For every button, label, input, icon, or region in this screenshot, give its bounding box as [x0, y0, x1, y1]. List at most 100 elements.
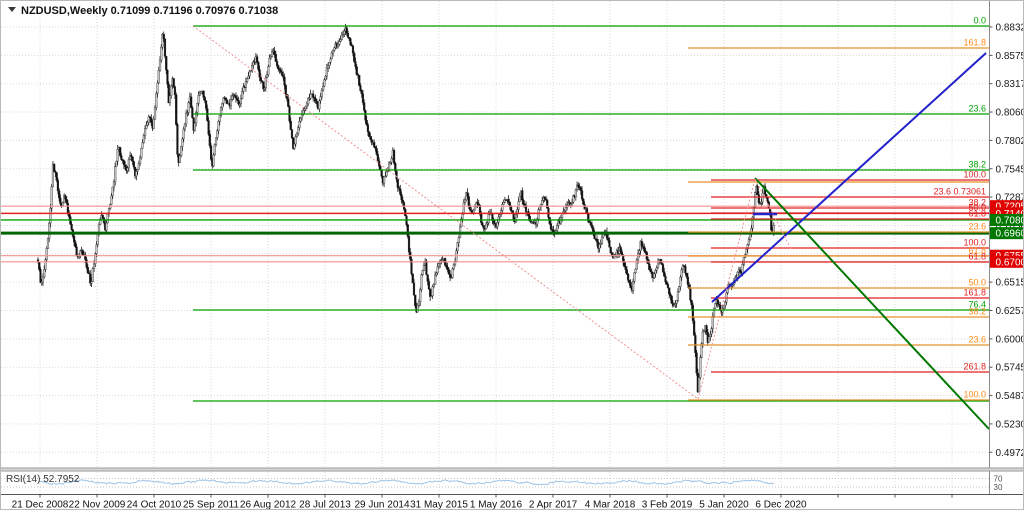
candle-body [676, 291, 680, 301]
fib-level-label: 76.4 [968, 300, 986, 310]
candle-body [325, 67, 328, 77]
candle-body [213, 144, 216, 156]
date-label: 4 Mar 2018 [585, 500, 636, 510]
candle-body [139, 157, 142, 164]
candle-body [556, 225, 559, 231]
trendline[interactable] [754, 177, 990, 430]
candle-body [510, 206, 513, 212]
candle-body [365, 120, 368, 126]
candle-body [94, 253, 97, 265]
candle-body [203, 97, 206, 101]
fibonacci-diagonal-line[interactable] [754, 178, 792, 250]
candle-body [447, 269, 450, 275]
candle-body [148, 116, 152, 119]
fibonacci-diagonal-line[interactable] [697, 178, 756, 400]
date-label: 6 Dec 2020 [755, 500, 807, 510]
fib-level-label: 50.0 [968, 278, 986, 288]
candle-body [283, 77, 286, 86]
candle-body [411, 273, 414, 284]
candle-body [214, 137, 218, 145]
candle-body [716, 299, 719, 305]
candle-body [669, 293, 672, 297]
fib-level-label: 50.0 [968, 203, 986, 213]
candle-body [700, 343, 703, 358]
candle-body [141, 142, 144, 149]
candle-body [74, 241, 77, 247]
candle-body [396, 179, 399, 188]
candle-body [431, 286, 434, 296]
candle-body [410, 258, 413, 275]
candle-body [351, 45, 355, 54]
candle-body [656, 261, 660, 269]
candle-body [95, 244, 98, 254]
date-label: 22 Nov 2009 [69, 500, 126, 510]
candle-body [273, 50, 276, 55]
candle-body [693, 320, 696, 336]
candle-body [412, 282, 416, 296]
candle-body [170, 85, 173, 96]
candle-body [480, 213, 483, 223]
candle-body [323, 79, 326, 87]
candle-body [300, 114, 304, 119]
price-tick-label: 0.72875 [996, 193, 1024, 204]
candle-body [136, 169, 139, 172]
price-axis[interactable]: 0.88325 0.85750 0.83175 0.80600 0.78025 0.754… [989, 1, 1024, 510]
trendline[interactable] [711, 52, 987, 303]
candle-body [705, 325, 708, 333]
candle-body [266, 74, 269, 78]
candle-body [400, 194, 403, 201]
candle-body [463, 199, 467, 203]
candle-body [155, 93, 158, 108]
candle-body [707, 336, 711, 343]
price-tick-label: 0.80600 [996, 108, 1024, 119]
candle-body [421, 270, 424, 275]
candle-body [353, 52, 356, 62]
candle-body [209, 145, 213, 160]
fibonacci-diagonal-line[interactable] [192, 25, 699, 400]
candle-body [90, 281, 93, 284]
candle-body [157, 70, 160, 84]
candle-body [679, 276, 682, 287]
candle-body [498, 214, 501, 218]
candle-body [368, 131, 371, 137]
price-tick-label: 0.52300 [996, 419, 1024, 430]
candle-body [143, 128, 147, 136]
candle-body [674, 303, 677, 306]
pane-separator[interactable] [1, 468, 1024, 471]
candle-body [303, 108, 306, 111]
oneclick-trading-arrow-icon[interactable] [8, 7, 16, 12]
candle-body [86, 266, 89, 273]
candle-body [461, 213, 464, 220]
rsi-line[interactable] [37, 479, 774, 486]
candle-body [416, 305, 419, 313]
candle-body [754, 192, 757, 208]
candle-body [420, 274, 423, 290]
candle-body [319, 96, 322, 101]
axis-price-box [990, 213, 1023, 226]
time-axis[interactable]: 21 Dec 2008 22 Nov 2009 24 Oct 2010 25 Sep … [1, 494, 1024, 510]
candle-body [628, 280, 631, 283]
candle-body [517, 201, 520, 210]
candle-body [361, 93, 365, 103]
candle-body [397, 187, 401, 190]
candle-body [756, 186, 759, 195]
candle-body [314, 98, 317, 102]
candle-body [689, 288, 692, 301]
candle-body [664, 276, 667, 282]
candle-body [426, 274, 429, 282]
candle-body [620, 251, 623, 256]
price-tick-label: 0.78025 [996, 136, 1024, 147]
candle-body [54, 171, 57, 174]
candle-body [360, 90, 363, 95]
candle-body [710, 328, 713, 335]
candle-body [145, 125, 148, 129]
candle-body [338, 41, 341, 45]
candle-body [244, 81, 247, 88]
candle-body [115, 160, 118, 167]
candle-body [686, 276, 689, 285]
candle-body [45, 248, 48, 260]
candle-body [435, 272, 438, 276]
candle-body [205, 100, 208, 109]
candle-body [648, 263, 651, 270]
